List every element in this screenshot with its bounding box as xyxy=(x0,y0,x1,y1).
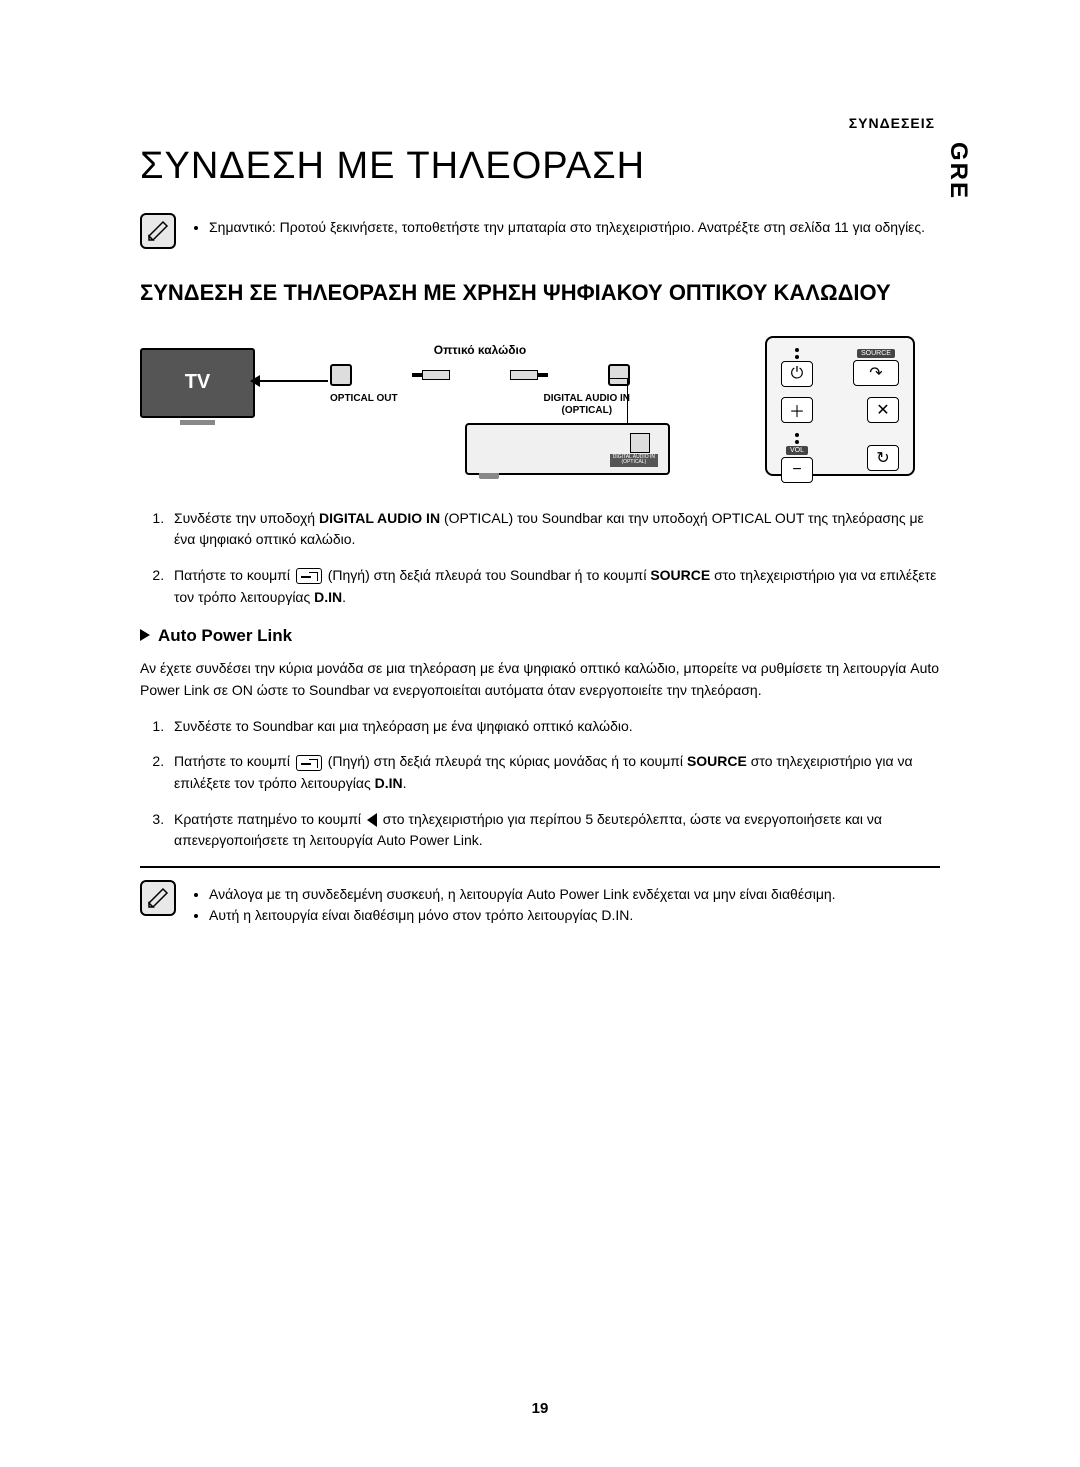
feature-intro-text: Αν έχετε συνδέσει την κύρια μονάδα σε μι… xyxy=(140,658,940,701)
step-2: Πατήστε το κουμπί (Πηγή) στη δεξιά πλευρ… xyxy=(168,565,940,608)
source-button-inline-icon-2 xyxy=(296,755,322,771)
remote-minus-button-icon: − xyxy=(781,457,813,483)
soundbar-optical-port-icon xyxy=(630,433,650,453)
remote-source-label: SOURCE xyxy=(857,349,895,358)
tv-icon: TV xyxy=(140,348,255,418)
note-important: Σημαντικό: Προτού ξεκινήσετε, τοποθετήστ… xyxy=(140,213,940,249)
apl-step-1: Συνδέστε το Soundbar και μια τηλεόραση μ… xyxy=(168,716,940,738)
note-important-text: Σημαντικό: Προτού ξεκινήσετε, τοποθετήστ… xyxy=(209,217,925,238)
soundbar-port-label: DIGITAL AUDIO IN(OPTICAL) xyxy=(610,454,658,467)
source-button-inline-icon xyxy=(296,568,322,584)
remote-dots-icon xyxy=(795,348,799,359)
left-arrow-inline-icon xyxy=(367,813,377,827)
remote-control: ⏻ SOURCE ↷ ＋ ✕ VOL − ↻ xyxy=(765,336,915,476)
divider xyxy=(140,866,940,868)
soundbar-device: DIGITAL AUDIO IN(OPTICAL) xyxy=(465,423,670,475)
cable-title: Οπτικό καλώδιο xyxy=(330,343,630,357)
remote-mute-button-icon: ✕ xyxy=(867,397,899,423)
page-title: ΣΥΝΔΕΣΗ ΜΕ ΤΗΛΕΟΡΑΣΗ xyxy=(140,145,940,188)
feature-auto-power-link-title: Auto Power Link xyxy=(140,626,940,646)
section-subtitle: ΣΥΝΔΕΣΗ ΣΕ ΤΗΛΕΟΡΑΣΗ ΜΕ ΧΡΗΣΗ ΨΗΦΙΑΚΟΥ Ο… xyxy=(140,279,940,308)
header-section-label: ΣΥΝΔΕΣΕΙΣ xyxy=(849,115,935,131)
apl-step-3: Κρατήστε πατημένο το κουμπί στο τηλεχειρ… xyxy=(168,809,940,852)
power-button-icon: ⏻ xyxy=(781,361,813,387)
optical-cable-block: Οπτικό καλώδιο OPTICAL OUT DIGITAL AUDIO… xyxy=(330,343,630,417)
remote-source-button-icon: ↷ xyxy=(853,360,899,386)
cable-plug-left xyxy=(412,370,450,380)
pencil-note-icon-2 xyxy=(140,880,176,916)
note-footer: Ανάλογα με τη συνδεδεμένη συσκευή, η λει… xyxy=(140,880,940,926)
connection-steps: Συνδέστε την υποδοχή DIGITAL AUDIO IN (O… xyxy=(140,508,940,609)
auto-power-link-steps: Συνδέστε το Soundbar και μια τηλεόραση μ… xyxy=(140,716,940,852)
tv-stand xyxy=(180,420,215,425)
page-number: 19 xyxy=(0,1400,1080,1417)
label-optical-out: OPTICAL OUT xyxy=(330,393,398,417)
remote-dots2-icon xyxy=(795,433,799,444)
pencil-note-icon xyxy=(140,213,176,249)
remote-vol-label: VOL xyxy=(786,446,808,455)
cable-plug-right xyxy=(510,370,548,380)
arrow-to-tv xyxy=(258,380,328,382)
soundbar-foot xyxy=(479,473,499,479)
optical-out-port-icon xyxy=(330,364,352,386)
side-language-tab: GRE xyxy=(944,142,972,200)
step-1: Συνδέστε την υποδοχή DIGITAL AUDIO IN (O… xyxy=(168,508,940,551)
footer-note-2: Αυτή η λειτουργία είναι διαθέσιμη μόνο σ… xyxy=(209,905,836,926)
connection-diagram: TV Οπτικό καλώδιο OPTICAL OUT DIGITAL AU… xyxy=(140,328,920,483)
connector-line xyxy=(608,378,628,430)
remote-plus-button-icon: ＋ xyxy=(781,397,813,423)
remote-repeat-button-icon: ↻ xyxy=(867,445,899,471)
tv-label: TV xyxy=(185,371,211,394)
apl-step-2: Πατήστε το κουμπί (Πηγή) στη δεξιά πλευρ… xyxy=(168,751,940,794)
footer-note-1: Ανάλογα με τη συνδεδεμένη συσκευή, η λει… xyxy=(209,884,836,905)
